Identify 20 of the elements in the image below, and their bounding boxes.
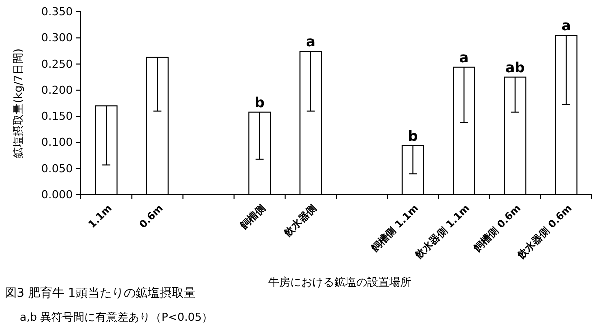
x-tick-label: 飲水器側 (282, 202, 320, 240)
annotation: ab (506, 60, 526, 76)
y-axis-title: 鉱塩摂取量(kg/7日間) (12, 48, 25, 158)
y-tick-label: 0.200 (42, 84, 73, 97)
y-tick-label: 0.100 (42, 136, 73, 150)
annotation: a (460, 50, 469, 66)
annotation: a (306, 34, 316, 51)
y-tick-label: 0.050 (42, 162, 73, 176)
y-tick-label: 0.250 (42, 58, 73, 71)
x-axis-title: 牛房における鉱塩の設置場所 (268, 276, 412, 289)
y-tick-label: 0.350 (42, 6, 73, 19)
y-tick-label: 0.000 (42, 188, 73, 202)
x-tick-label: 飼槽側 (238, 202, 268, 234)
annotation: a (562, 18, 572, 35)
annotation: b (254, 95, 265, 112)
y-tick-label: 0.150 (42, 110, 73, 124)
caption: 図3 肥育牛 1頭当たりの鉱塩摂取量 (5, 286, 196, 300)
annotation: b (408, 128, 418, 145)
text: a,b 異符号間に有意差あり（P<0.05） (20, 311, 214, 324)
y-tick-label: 0.300 (42, 32, 73, 45)
